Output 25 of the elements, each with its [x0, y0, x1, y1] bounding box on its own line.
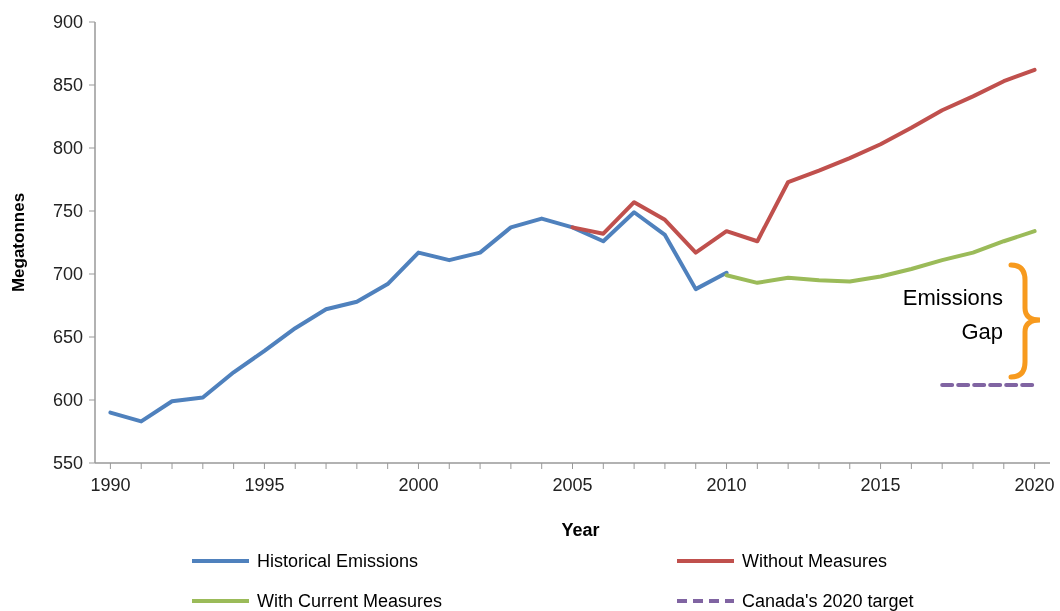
x-tick-label: 2015 [860, 475, 901, 495]
x-tick-label: 2020 [1014, 475, 1055, 495]
line-series [724, 229, 1037, 285]
x-tick-label: 1995 [244, 475, 285, 495]
y-tick-label: 650 [52, 327, 83, 348]
legend-label: Canada's 2020 target [742, 591, 914, 611]
y-tick-label: 850 [52, 75, 83, 96]
legend-label: Historical Emissions [257, 551, 419, 572]
x-axis-title: Year [561, 520, 600, 540]
legend-label: Without Measures [742, 551, 888, 572]
x-tick-label: 2005 [552, 475, 593, 495]
y-tick-label: 700 [52, 264, 83, 285]
line-series [570, 67, 1037, 255]
y-tick-label: 550 [52, 453, 83, 474]
y-tick-label: 900 [52, 12, 83, 33]
x-tick-label: 2000 [398, 475, 439, 495]
x-tick-label: 2010 [706, 475, 747, 495]
legend-label: With Current Measures [257, 591, 443, 611]
annotation: Emissions Gap [902, 285, 1003, 344]
y-tick-label: 750 [52, 201, 83, 222]
x-tick-label: 1990 [90, 475, 131, 495]
y-tick-label: 800 [52, 138, 83, 159]
line-series [108, 210, 729, 424]
y-axis-title: Megatonnes [9, 192, 28, 293]
y-tick-label: 600 [52, 390, 83, 411]
